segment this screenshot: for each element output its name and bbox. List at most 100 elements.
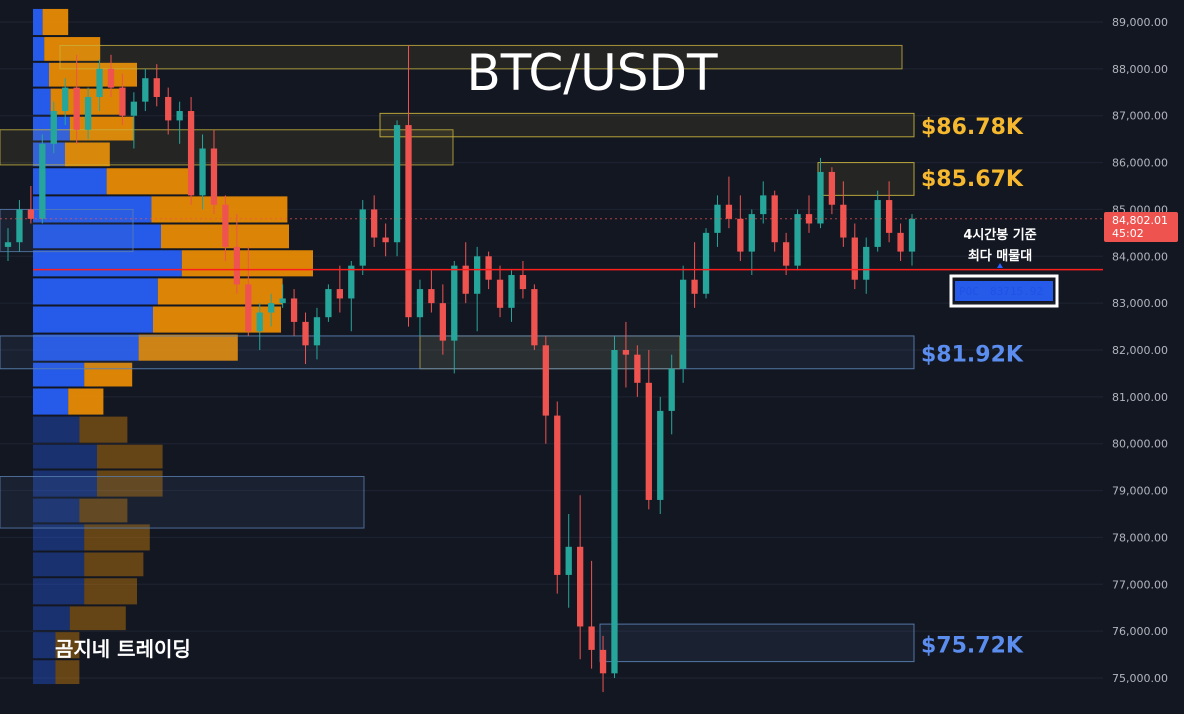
candle-body <box>84 96 92 130</box>
vp-sell-bar <box>151 196 288 223</box>
candle-body <box>599 649 607 674</box>
candle-body <box>96 68 103 97</box>
vp-sell-bar <box>55 660 80 685</box>
poc-value: 83715.92 <box>990 285 1043 298</box>
candle-body <box>737 218 744 252</box>
candle-body <box>657 410 664 500</box>
candle-body <box>451 265 458 341</box>
candle-body <box>702 232 710 294</box>
candle-body <box>897 232 904 252</box>
y-tick-label: 82,000.00 <box>1112 344 1168 357</box>
vp-sell-bar <box>68 388 104 415</box>
candle-body <box>336 289 343 299</box>
candle-body <box>874 200 881 247</box>
candle-body <box>817 171 824 224</box>
y-tick-label: 83,000.00 <box>1112 297 1168 310</box>
candle-body <box>863 246 870 280</box>
candle-body <box>828 171 836 205</box>
candle-body <box>256 312 263 332</box>
candle-body <box>771 195 778 243</box>
vp-sell-bar <box>84 524 150 551</box>
price-axis: 89,000.0088,000.0087,000.0086,000.0085,0… <box>1112 16 1168 685</box>
candle-body <box>210 148 218 205</box>
level-label: $81.92K <box>921 343 1024 368</box>
candle-body <box>405 125 412 318</box>
annotation-pointer-icon <box>997 263 1003 268</box>
candle-body <box>725 204 733 219</box>
candle-body <box>416 289 424 318</box>
candle-body <box>668 368 675 411</box>
candle-body <box>496 279 504 308</box>
vp-buy-bar <box>33 388 69 415</box>
y-tick-label: 87,000.00 <box>1112 110 1168 123</box>
candle-body <box>794 214 801 266</box>
vp-sell-bar <box>79 416 128 443</box>
candle-body <box>279 298 286 304</box>
level-label: $75.72K <box>921 633 1024 658</box>
vp-buy-bar <box>33 334 139 361</box>
candle-body <box>782 242 790 266</box>
candle-body <box>359 209 366 266</box>
y-tick-label: 76,000.00 <box>1112 625 1168 638</box>
candle-body <box>428 289 435 304</box>
candle-body <box>679 279 687 369</box>
vp-buy-bar <box>33 498 80 523</box>
chart-title: BTC/USDT <box>466 44 718 102</box>
candle-body <box>634 354 641 383</box>
candle-body <box>119 87 126 116</box>
candle-body <box>142 78 149 102</box>
candle-body <box>645 382 652 500</box>
candle-body <box>760 195 767 215</box>
vp-sell-bar <box>42 8 69 36</box>
candle-body <box>268 303 275 313</box>
reference-lines <box>0 218 1103 271</box>
candle-body <box>382 237 389 243</box>
level-labels: $86.78K $85.67K $81.92K $75.72K <box>921 115 1024 658</box>
candle-body <box>508 275 515 308</box>
vp-buy-bar <box>33 8 43 36</box>
candle-body <box>16 209 23 243</box>
candle-body <box>554 415 561 575</box>
candle-body <box>691 279 698 294</box>
vp-buy-bar <box>33 37 45 61</box>
vp-buy-bar <box>33 224 161 249</box>
candle-body <box>130 101 138 116</box>
y-tick-label: 84,000.00 <box>1112 250 1168 263</box>
y-tick-label: 86,000.00 <box>1112 157 1168 170</box>
candlesticks <box>4 45 916 693</box>
y-tick-label: 88,000.00 <box>1112 63 1168 76</box>
candle-body <box>107 68 115 88</box>
candle-body <box>73 87 80 130</box>
vp-buy-bar <box>33 552 85 577</box>
vp-sell-bar <box>138 334 238 361</box>
candle-body <box>199 148 206 196</box>
candle-body <box>371 209 378 238</box>
candle-body <box>153 78 160 97</box>
level-zone-box <box>379 112 915 138</box>
candle-body <box>542 345 549 416</box>
vp-buy-bar <box>33 660 56 685</box>
candle-body <box>462 265 469 294</box>
vp-sell-bar <box>55 632 80 659</box>
zone-box <box>0 476 365 529</box>
level-label: $86.78K <box>921 115 1024 140</box>
vp-buy-bar <box>33 278 158 305</box>
candle-body <box>62 87 69 112</box>
vp-buy-bar <box>33 88 51 115</box>
vp-buy-bar <box>33 606 70 631</box>
y-tick-label: 75,000.00 <box>1112 672 1168 685</box>
y-tick-label: 78,000.00 <box>1112 531 1168 544</box>
candle-body <box>290 298 298 322</box>
candle-body <box>588 626 595 650</box>
last-price-tag: 84,802.01 45:02 <box>1104 212 1178 242</box>
candle-body <box>474 256 481 294</box>
y-tick-label: 89,000.00 <box>1112 16 1168 29</box>
candle-body <box>222 204 229 247</box>
candle-body <box>348 265 355 299</box>
candle-body <box>908 218 916 252</box>
candle-body <box>622 350 630 355</box>
candle-body <box>313 317 321 346</box>
candle-body <box>187 111 195 196</box>
